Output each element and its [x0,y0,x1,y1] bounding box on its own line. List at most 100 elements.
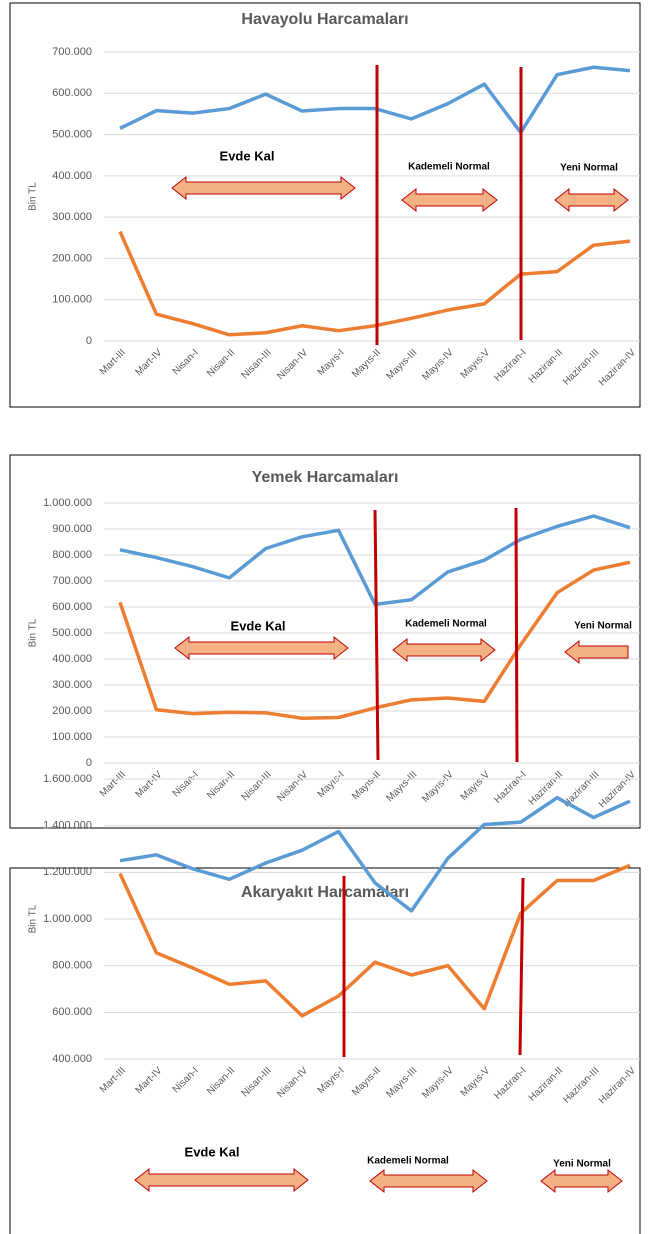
x-tick-label: Mayıs-I [316,1065,347,1096]
x-tick-label: Mayıs-IV [420,769,456,805]
y-tick-label: 200.000 [52,705,92,717]
x-tick-label: Haziran-I [492,1065,528,1101]
x-tick-label: Mayıs-III [385,347,420,382]
x-tick-label: Mayıs-II [350,347,383,380]
arrow [554,187,629,213]
x-tick-label: Haziran-I [492,769,528,805]
annotation: Kademeli Normal [405,619,487,630]
x-tick-label: Mayıs-V [459,1065,493,1099]
series-line [119,65,631,135]
x-tick-label: Haziran-II [527,1065,565,1103]
x-tick-label: Mart-III [98,1065,128,1095]
y-tick-label: 400.000 [52,170,92,182]
annotation: Evde Kal [185,1144,240,1159]
x-tick-label: Nisan-I [171,769,201,799]
y-tick-label: 200.000 [52,252,92,264]
y-tick-label: 1.400.000 [43,820,92,832]
y-tick-label: 1.000.000 [43,497,92,509]
annotation: Evde Kal [231,618,286,633]
y-tick-label: 100.000 [52,294,92,306]
arrow [392,637,496,663]
y-tick-label: 600.000 [52,601,92,613]
x-tick-label: Nisan-IV [275,1065,310,1100]
series-line [118,863,631,1018]
series-line [119,795,631,913]
annotation: Kademeli Normal [367,1156,449,1167]
annotation: Evde Kal [220,148,275,163]
y-tick-label: 500.000 [52,627,92,639]
x-tick-label: Mayıs-IV [420,1065,456,1101]
chart-title: Havayolu Harcamaları [241,11,408,28]
y-tick-label: 300.000 [52,211,92,223]
y-tick-label: 400.000 [52,653,92,665]
x-tick-label: Nisan-II [205,347,237,379]
arrow [401,187,498,213]
arrow [540,1168,623,1194]
x-tick-label: Nisan-II [205,1065,237,1097]
x-tick-label: Haziran-III [561,347,601,387]
y-tick-label: 600.000 [52,1006,92,1018]
chart-title: Akaryakıt Harcamaları [241,884,409,901]
y-tick-label: 500.000 [52,128,92,140]
x-tick-label: Mayıs-I [316,769,347,800]
x-tick-label: Mayıs-V [459,769,493,803]
x-tick-label: Mart-IV [133,769,164,800]
x-tick-label: Nisan-IV [275,347,310,382]
annotation: Yeni Normal [560,163,618,174]
y-tick-label: 1.600.000 [43,773,92,785]
x-tick-label: Nisan-III [240,1065,274,1099]
phase-divider [373,509,380,761]
x-tick-label: Mayıs-II [350,1065,383,1098]
x-tick-label: Mayıs-V [459,347,493,381]
arrow [171,175,356,201]
x-tick-label: Nisan-I [171,347,201,377]
y-tick-label: 1.200.000 [43,866,92,878]
x-tick-label: Mart-III [98,769,128,799]
phase-divider [518,877,525,1056]
x-tick-label: Haziran-IV [597,1065,638,1106]
x-tick-label: Mayıs-III [385,769,420,804]
x-tick-label: Mart-IV [133,347,164,378]
x-tick-label: Mayıs-IV [420,347,456,383]
x-tick-label: Haziran-IV [597,769,638,810]
phase-divider [514,507,519,763]
y-tick-label: 100.000 [52,731,92,743]
y-tick-label: 800.000 [52,960,92,972]
x-tick-label: Mart-III [98,347,128,377]
y-tick-label: 900.000 [52,523,92,535]
x-tick-label: Nisan-IV [275,769,310,804]
y-tick-label: 300.000 [52,679,92,691]
y-axis-label: Bin TL [28,182,39,211]
chart-frame [9,454,641,829]
annotation: Yeni Normal [553,1159,611,1170]
y-tick-label: 600.000 [52,87,92,99]
y-tick-label: 700.000 [52,46,92,58]
series-line [118,230,631,337]
chart-title: Yemek Harcamaları [252,469,399,486]
x-tick-label: Nisan-I [171,1065,201,1095]
chart-frame [9,2,641,408]
x-tick-label: Mayıs-I [316,347,347,378]
x-tick-label: Nisan-II [205,769,237,801]
x-tick-label: Nisan-III [240,347,274,381]
arrow [564,639,629,665]
y-tick-label: 0 [86,335,92,347]
series-line [118,560,631,721]
y-tick-label: 700.000 [52,575,92,587]
x-tick-label: Haziran-II [527,769,565,807]
y-tick-label: 800.000 [52,549,92,561]
x-tick-label: Haziran-IV [597,347,638,388]
arrow [134,1167,309,1193]
x-tick-label: Mart-IV [133,1065,164,1096]
x-tick-label: Haziran-I [492,347,528,383]
annotation: Kademeli Normal [408,162,490,173]
x-tick-label: Haziran-II [527,347,565,385]
arrow [174,635,349,661]
chart-frame [9,867,641,1234]
y-tick-label: 400.000 [52,1053,92,1065]
x-tick-label: Haziran-III [561,1065,601,1105]
y-axis-label: Bin TL [28,618,39,647]
x-tick-label: Mayıs-II [350,769,383,802]
annotation: Yeni Normal [574,621,632,632]
